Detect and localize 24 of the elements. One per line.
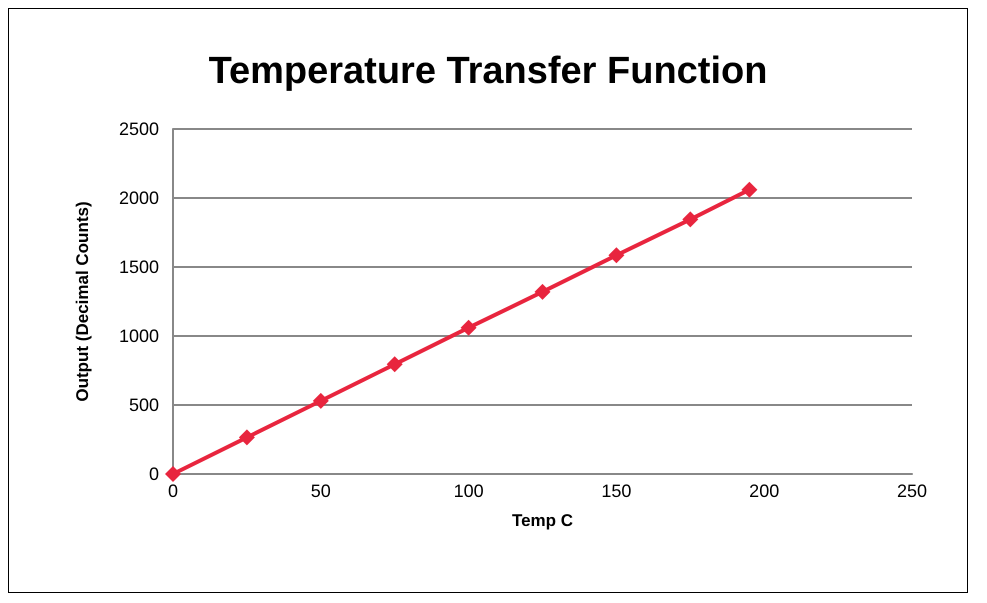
point bbox=[682, 211, 698, 228]
point bbox=[238, 429, 255, 446]
y-tick-label: 500 bbox=[128, 395, 159, 415]
point bbox=[165, 466, 181, 482]
x-tick-label: 250 bbox=[896, 481, 928, 501]
point bbox=[534, 284, 550, 300]
y-tick-label: 1000 bbox=[118, 326, 159, 346]
y-tick-label: 1500 bbox=[118, 257, 159, 277]
y-axis-title: Output (Decimal Counts) bbox=[73, 201, 92, 402]
y-tick-label: 2000 bbox=[118, 188, 159, 208]
point bbox=[608, 247, 624, 264]
point bbox=[386, 356, 403, 372]
x-tick-label: 200 bbox=[749, 481, 780, 501]
x-axis-title: Temp C bbox=[512, 511, 574, 530]
y-tick-label: 2500 bbox=[118, 119, 159, 139]
y-tick-label: 0 bbox=[148, 464, 159, 484]
x-tick-label: 150 bbox=[601, 481, 632, 501]
point bbox=[312, 392, 329, 409]
chart-title: Temperature Transfer Function bbox=[208, 50, 768, 92]
point bbox=[460, 320, 477, 336]
x-tick-label: 50 bbox=[310, 481, 331, 501]
point bbox=[741, 182, 758, 198]
x-tick-label: 100 bbox=[454, 481, 484, 501]
x-tick-label: 0 bbox=[168, 481, 178, 501]
